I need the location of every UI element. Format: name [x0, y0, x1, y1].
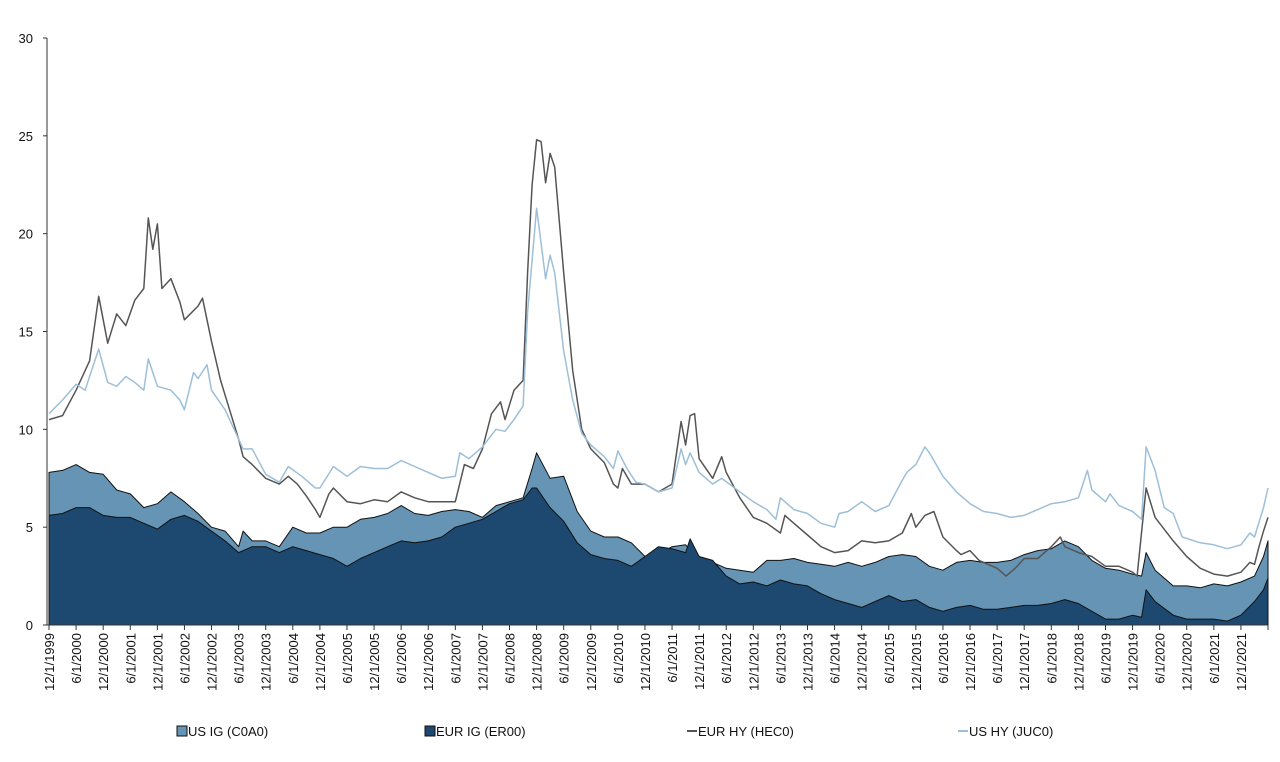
x-tick-label: 12/1/2002 — [205, 633, 220, 691]
legend-label: US IG (C0A0) — [188, 724, 268, 739]
x-tick-label: 12/1/2015 — [909, 633, 924, 691]
y-tick-label: 10 — [19, 422, 33, 437]
x-tick-label: 6/1/2019 — [1098, 633, 1113, 684]
legend-item-us-hy-juc0: US HY (JUC0) — [958, 724, 1053, 739]
x-tick-label: 12/1/2017 — [1017, 633, 1032, 691]
legend: US IG (C0A0) EUR IG (ER00) EUR HY (HEC0) US… — [176, 724, 1053, 739]
legend-swatch — [424, 725, 436, 737]
x-tick-label: 6/1/2015 — [882, 633, 897, 684]
x-tick-label: 6/1/2013 — [773, 633, 788, 684]
x-tick-label: 12/1/2004 — [313, 633, 328, 691]
x-tick-label: 6/1/2000 — [69, 633, 84, 684]
x-tick-label: 12/1/2010 — [638, 633, 653, 691]
legend-item-eur-ig-er00: EUR IG (ER00) — [424, 724, 526, 739]
x-tick-label: 12/1/2006 — [421, 633, 436, 691]
legend-item-us-ig-c0a0: US IG (C0A0) — [176, 724, 268, 739]
x-tick-label: 6/1/2002 — [177, 633, 192, 684]
x-tick-label: 6/1/2021 — [1207, 633, 1222, 684]
x-tick-label: 12/1/2013 — [800, 633, 815, 691]
y-tick-label: 15 — [19, 325, 33, 340]
x-tick-label: 12/1/2005 — [367, 633, 382, 691]
x-tick-label: 12/1/2011 — [692, 633, 707, 690]
x-tick-label: 12/1/2014 — [855, 633, 870, 691]
line-us-hy-juc0 — [48, 207, 1269, 550]
legend-item-eur-hy-hec0: EUR HY (HEC0) — [687, 724, 794, 739]
x-tick-label: 6/1/2011 — [665, 633, 680, 683]
x-tick-label: 12/1/2008 — [530, 633, 545, 691]
y-tick-label: 20 — [19, 227, 33, 242]
y-tick-label: 0 — [26, 618, 33, 633]
line-series-group — [48, 138, 1269, 577]
line-eur-hy-hec0 — [48, 138, 1269, 577]
x-tick-label: 12/1/2003 — [259, 633, 274, 691]
area-series-group — [48, 452, 1269, 626]
x-tick-label: 6/1/2014 — [828, 633, 843, 684]
x-tick-label: 6/1/2006 — [394, 633, 409, 684]
x-tick-label: 6/1/2007 — [448, 633, 463, 684]
x-tick-label: 6/1/2018 — [1044, 633, 1059, 684]
x-tick-label: 6/1/2005 — [340, 633, 355, 684]
y-tick-label: 5 — [26, 520, 33, 535]
x-tick-label: 12/1/2021 — [1234, 633, 1249, 691]
x-tick-label: 6/1/2012 — [719, 633, 734, 684]
legend-label: EUR IG (ER00) — [436, 724, 526, 739]
y-tick-labels: 0 5 10 15 20 25 30 — [19, 31, 33, 633]
legend-label: EUR HY (HEC0) — [698, 724, 794, 739]
axes-group — [43, 37, 1269, 630]
x-tick-label: 12/1/2020 — [1180, 633, 1195, 691]
area-eur-ig-er00 — [48, 487, 1269, 626]
x-tick-label: 12/1/2016 — [963, 633, 978, 691]
x-tick-label: 12/1/2019 — [1126, 633, 1141, 691]
x-tick-label: 6/1/2008 — [503, 633, 518, 684]
legend-label: US HY (JUC0) — [969, 724, 1053, 739]
x-tick-label: 12/1/2009 — [584, 633, 599, 691]
y-tick-label: 25 — [19, 129, 33, 144]
x-tick-label: 6/1/2004 — [286, 633, 301, 684]
x-tick-labels: 12/1/1999 6/1/2000 12/1/2000 6/1/2001 12/1/2… — [42, 633, 1249, 691]
x-tick-label: 6/1/2009 — [557, 633, 572, 684]
legend-swatch — [176, 725, 188, 737]
x-tick-label: 12/1/1999 — [42, 633, 57, 691]
x-tick-label: 6/1/2001 — [123, 633, 138, 684]
x-tick-label: 6/1/2016 — [936, 633, 951, 684]
y-tick-label: 30 — [19, 31, 33, 46]
x-tick-label: 12/1/2000 — [96, 633, 111, 691]
x-tick-label: 6/1/2010 — [611, 633, 626, 684]
x-tick-label: 12/1/2001 — [150, 633, 165, 691]
x-tick-label: 6/1/2003 — [232, 633, 247, 684]
x-tick-label: 6/1/2020 — [1153, 633, 1168, 684]
x-tick-label: 12/1/2012 — [746, 633, 761, 691]
x-tick-label: 12/1/2007 — [475, 633, 490, 691]
x-tick-label: 12/1/2018 — [1071, 633, 1086, 691]
x-tick-label: 6/1/2017 — [990, 633, 1005, 684]
